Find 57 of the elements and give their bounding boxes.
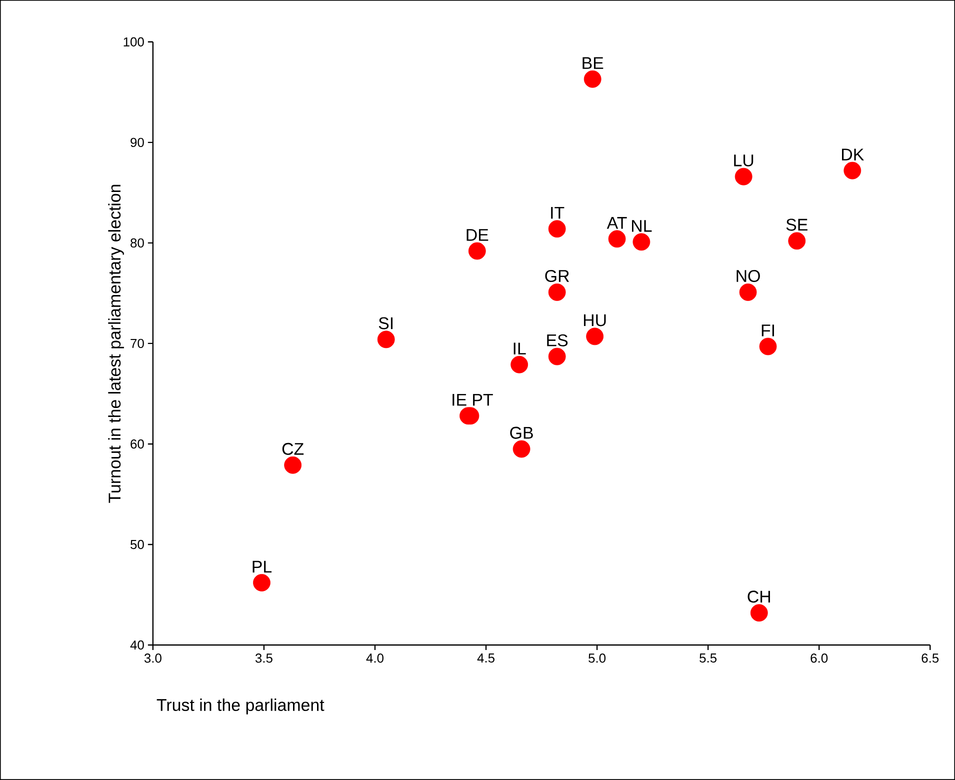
y-tick-label: 100 bbox=[124, 37, 144, 46]
annotation: SE bbox=[786, 218, 808, 231]
annotation: NO bbox=[736, 270, 760, 282]
y-tick-label: 50 bbox=[130, 540, 144, 550]
point bbox=[584, 70, 602, 88]
x-tick-label: 4.5 bbox=[477, 654, 494, 663]
annotation: GB bbox=[510, 426, 533, 439]
point bbox=[548, 220, 566, 238]
y-axis-title: Turnout in the latest parliamentary election bbox=[108, 184, 124, 503]
point bbox=[750, 604, 768, 622]
annotation: GR bbox=[545, 270, 569, 282]
annotation: CZ bbox=[282, 442, 304, 455]
annotation: LU bbox=[734, 154, 754, 166]
x-tick-label: 5.0 bbox=[588, 654, 606, 663]
y-tick-label: 60 bbox=[130, 439, 144, 449]
x-tick-label: 6.5 bbox=[922, 654, 939, 663]
x-axis-title: Trust in the parliament bbox=[156, 698, 324, 714]
annotation: DE bbox=[466, 229, 488, 241]
annotation: CH bbox=[748, 590, 770, 603]
point bbox=[586, 328, 604, 346]
x-tick-label: 4.0 bbox=[366, 654, 384, 663]
annotation: IT bbox=[551, 207, 564, 219]
x-tick-label: 3.5 bbox=[255, 654, 272, 663]
point bbox=[548, 284, 566, 301]
point bbox=[512, 440, 530, 458]
point bbox=[608, 230, 626, 248]
point bbox=[253, 574, 270, 592]
annotation: NL bbox=[632, 220, 652, 232]
annotation: IL bbox=[514, 342, 526, 354]
point bbox=[510, 356, 528, 374]
annotation: AT bbox=[606, 217, 627, 229]
annotation: ES bbox=[547, 334, 568, 346]
point bbox=[632, 233, 650, 251]
point bbox=[548, 348, 566, 366]
x-tick-label: 6.0 bbox=[810, 654, 828, 663]
y-tick-label: 40 bbox=[130, 640, 144, 650]
annotation: SI bbox=[378, 317, 393, 330]
annotation: PL bbox=[252, 560, 272, 573]
point bbox=[377, 330, 395, 348]
y-tick-label: 70 bbox=[130, 338, 144, 348]
point bbox=[468, 242, 486, 260]
point bbox=[739, 284, 757, 301]
annotation: DK bbox=[842, 148, 864, 160]
point bbox=[284, 456, 302, 474]
point bbox=[759, 338, 777, 356]
y-tick-label: 80 bbox=[130, 238, 144, 248]
annotation: IE bbox=[452, 394, 466, 406]
x-tick-label: 5.5 bbox=[700, 654, 717, 663]
point bbox=[844, 162, 862, 180]
x-tick-label: 3.0 bbox=[144, 654, 162, 663]
annotation: PT bbox=[473, 394, 493, 406]
annotation: BE bbox=[582, 57, 604, 69]
annotation: HU bbox=[584, 314, 606, 326]
annotation: FI bbox=[762, 324, 774, 336]
point bbox=[788, 232, 806, 250]
point bbox=[734, 168, 752, 186]
y-tick-label: 90 bbox=[130, 138, 144, 148]
